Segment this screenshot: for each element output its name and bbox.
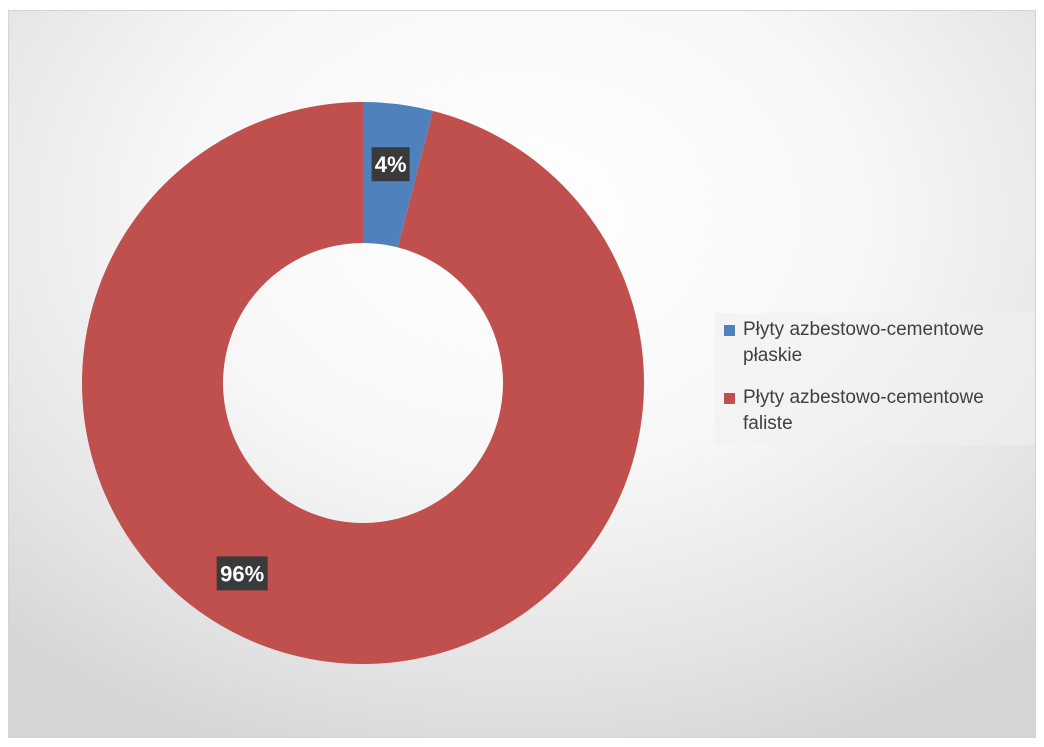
legend-label-corrugated-line1: Płyty azbestowo-cementowe — [743, 387, 984, 408]
data-label-corrugated-bg — [216, 556, 268, 591]
legend-label-corrugated-line2: faliste — [743, 413, 793, 434]
legend-item-corrugated: Płyty azbestowo-cementowe faliste — [721, 385, 1035, 437]
legend-swatch-corrugated — [724, 393, 735, 404]
legend-label-flat-line1: Płyty azbestowo-cementowe — [743, 319, 984, 340]
legend-label-flat-line2: płaskie — [743, 345, 803, 366]
data-label-flat-text: 4% — [375, 152, 407, 177]
legend-swatch-flat — [724, 325, 735, 336]
data-label-flat-bg — [371, 147, 410, 182]
data-label-corrugated-text: 96% — [220, 561, 264, 586]
data-labels: 4% 96% — [216, 147, 410, 591]
slice-corrugated — [81, 102, 644, 665]
legend: Płyty azbestowo-cementowe płaskie Płyty … — [715, 313, 1035, 445]
legend-item-flat: Płyty azbestowo-cementowe płaskie — [721, 317, 1035, 369]
data-label-flat: 4% — [371, 147, 410, 182]
donut-chart: 4% 96% — [81, 102, 644, 665]
data-label-corrugated: 96% — [216, 556, 268, 591]
chart-area: 4% 96% Płyty azbestowo-cementowe płaskie … — [8, 10, 1036, 738]
donut-slices — [81, 102, 644, 665]
